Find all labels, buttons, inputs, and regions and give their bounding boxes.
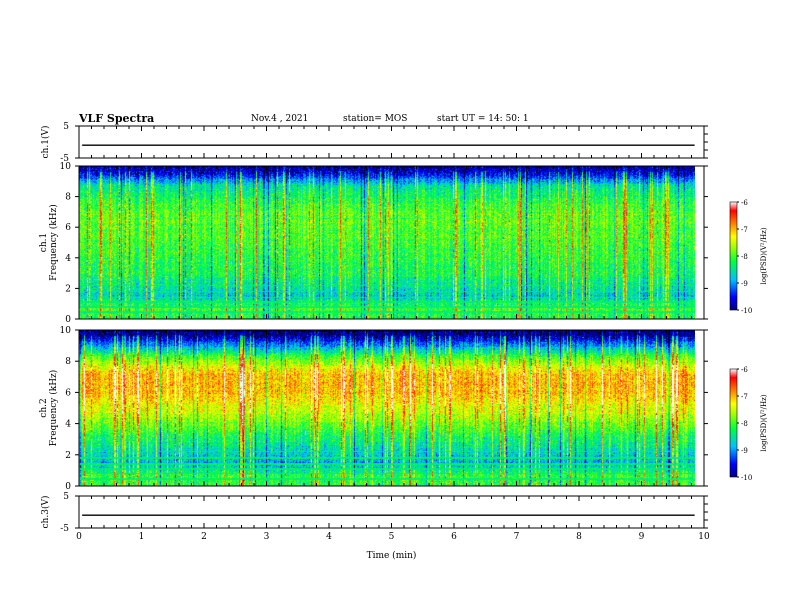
ch3-voltage-ylabel: ch.3(V) (40, 496, 51, 529)
y-tick-label: 4 (65, 254, 71, 264)
x-tick-label: 5 (389, 532, 395, 542)
y-tick-label: 8 (65, 193, 71, 203)
x-axis-label: Time (min) (367, 550, 417, 561)
date-label: Nov.4 , 2021 (251, 114, 309, 124)
colorbar-tick-label: -9 (741, 280, 748, 288)
ch2-spectrogram-ylabel: Frequency (kHz) (48, 370, 59, 447)
x-tick-label: 9 (639, 532, 645, 542)
ch2-spectrogram-colorbar-label: log(PSD)(V²/Hz) (760, 394, 768, 451)
ch1-spectrogram-colorbar (729, 201, 738, 311)
ch1-spectrogram-ylabel: Frequency (kHz) (48, 204, 59, 281)
y-tick-label: 8 (65, 357, 71, 367)
ch1-spectrogram-image (79, 166, 695, 319)
x-tick-label: 1 (139, 532, 145, 542)
y-tick-label: 6 (65, 388, 71, 398)
figure-title: VLF Spectra (79, 112, 155, 125)
x-tick-label: 7 (514, 532, 520, 542)
y-tick-label: 6 (65, 223, 71, 233)
y-tick-label: 5 (63, 122, 69, 132)
ch2-spectrogram-colorbar (729, 368, 738, 478)
colorbar-tick-label: -8 (741, 253, 748, 261)
colorbar-tick-label: -6 (741, 199, 748, 207)
y-tick-label: 5 (63, 492, 69, 502)
colorbar-tick-label: -10 (741, 474, 752, 482)
station-label: station= MOS (343, 114, 408, 124)
x-tick-label: 2 (201, 532, 207, 542)
ch2-spectrogram-channel-label: ch.2 (39, 398, 49, 417)
x-tick-label: 8 (576, 532, 582, 542)
x-tick-label: 3 (264, 532, 270, 542)
y-tick-label: 2 (65, 451, 71, 461)
ch1-spectrogram-colorbar-label: log(PSD)(V²/Hz) (760, 227, 768, 284)
y-tick-label: 4 (65, 420, 71, 430)
ch2-spectrogram-image (79, 330, 695, 486)
y-tick-label: 0 (65, 482, 71, 492)
y-tick-label: 10 (60, 326, 72, 336)
colorbar-tick-label: -7 (741, 226, 748, 234)
y-tick-label: 0 (65, 315, 71, 325)
x-tick-label: 6 (451, 532, 457, 542)
ch1-spectrogram-channel-label: ch.1 (39, 233, 49, 252)
colorbar-tick-label: -7 (741, 393, 748, 401)
x-tick-label: 10 (698, 532, 710, 542)
y-tick-label: -5 (60, 154, 69, 164)
y-tick-label: -5 (60, 524, 69, 534)
x-tick-label: 0 (76, 532, 82, 542)
colorbar-tick-label: -6 (741, 366, 748, 374)
colorbar-tick-label: -8 (741, 420, 748, 428)
colorbar-tick-label: -10 (741, 307, 752, 315)
colorbar-tick-label: -9 (741, 447, 748, 455)
start-ut-label: start UT = 14: 50: 1 (437, 114, 529, 124)
y-tick-label: 2 (65, 284, 71, 294)
x-tick-label: 4 (326, 532, 332, 542)
ch1-voltage-ylabel: ch.1(V) (40, 126, 51, 159)
y-tick-label: 10 (60, 162, 72, 172)
